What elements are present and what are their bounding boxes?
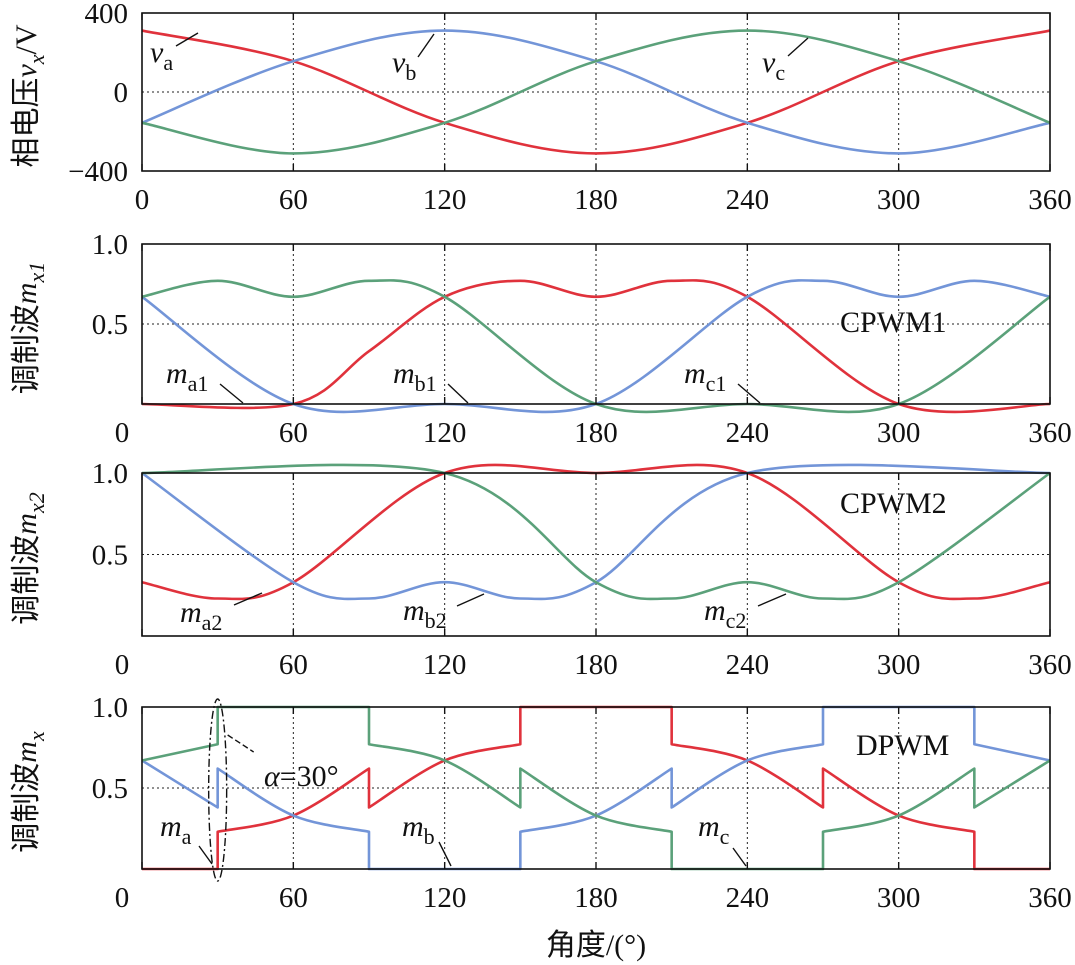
series-label-mb: mb bbox=[402, 810, 435, 849]
series-label-vb: vb bbox=[392, 46, 416, 85]
leader-line bbox=[198, 845, 213, 865]
y-tick-labels: 1.0 0.5 bbox=[92, 229, 128, 341]
x-tick-labels: 0 60 120 180 240 300 360 bbox=[115, 649, 1072, 681]
series-ma1 bbox=[141, 279, 1051, 414]
series-label-ma: ma bbox=[160, 810, 192, 849]
series-label-mb1: mb1 bbox=[393, 357, 437, 396]
grid bbox=[142, 244, 1050, 404]
x-tick-labels: 0 60 120 180 240 300 360 bbox=[115, 882, 1072, 914]
x-tick-label: 60 bbox=[279, 184, 308, 216]
panel-4: ma mb mc 0 60 120 180 240 300 360 1.0 0.5 DPWM α=30° bbox=[92, 692, 1072, 914]
series-label-mb2: mb2 bbox=[403, 594, 447, 633]
panel-label: CPWM1 bbox=[840, 306, 947, 339]
series-label-va: va bbox=[150, 36, 173, 75]
series-label-mc2: mc2 bbox=[704, 594, 746, 633]
x-tick-label: 300 bbox=[877, 649, 921, 681]
x-tick-label: 300 bbox=[877, 184, 921, 216]
leader-line bbox=[447, 383, 469, 404]
y-axis-label-1: 相电压vx/V bbox=[10, 24, 49, 167]
x-tick-label: 180 bbox=[574, 417, 618, 449]
x-tick-label: 0 bbox=[115, 417, 130, 449]
x-axis-label: 角度/(°) bbox=[546, 929, 646, 962]
leader-line bbox=[417, 33, 435, 58]
series-label-ma2: ma2 bbox=[180, 596, 222, 635]
leader-line bbox=[732, 847, 747, 867]
svg-text:调制波mx1: 调制波mx1 bbox=[10, 262, 49, 394]
leader-line bbox=[233, 592, 263, 606]
series-mb1 bbox=[141, 279, 1051, 414]
x-tick-label: 300 bbox=[877, 882, 921, 914]
x-tick-label: 120 bbox=[423, 649, 467, 681]
series-label-mc1: mc1 bbox=[684, 357, 726, 396]
y-tick-label: −400 bbox=[68, 156, 128, 188]
x-tick-label: 240 bbox=[726, 649, 770, 681]
x-tick-label: 120 bbox=[423, 417, 467, 449]
y-axis-label-3: 调制波mx2 bbox=[10, 492, 49, 624]
x-tick-label: 0 bbox=[115, 882, 130, 914]
x-tick-label: 180 bbox=[574, 882, 618, 914]
alpha-annotation: α=30° bbox=[264, 760, 339, 793]
x-tick-label: 360 bbox=[1028, 184, 1072, 216]
y-tick-label: 0.5 bbox=[92, 540, 128, 572]
y-tick-label: 0 bbox=[114, 77, 129, 109]
x-tick-label: 0 bbox=[135, 184, 150, 216]
x-tick-label: 120 bbox=[423, 882, 467, 914]
y-tick-labels: 400 0 −400 bbox=[68, 0, 128, 188]
leader-line bbox=[757, 593, 787, 607]
x-tick-label: 60 bbox=[279, 882, 308, 914]
y-tick-label: 1.0 bbox=[92, 458, 128, 490]
x-tick-label: 60 bbox=[279, 417, 308, 449]
x-tick-label: 180 bbox=[574, 649, 618, 681]
panel-2: ma1 mb1 mc1 0 60 120 180 240 300 360 1.0 0.5 CPWM1 bbox=[92, 229, 1072, 449]
y-tick-labels: 1.0 0.5 bbox=[92, 458, 128, 572]
y-axis-label-4: 调制波mx bbox=[10, 731, 49, 853]
x-tick-label: 60 bbox=[279, 649, 308, 681]
svg-text:调制波mx: 调制波mx bbox=[10, 731, 49, 853]
leader-line bbox=[438, 841, 452, 867]
alpha-ellipse bbox=[207, 698, 228, 882]
x-tick-label: 360 bbox=[1028, 417, 1072, 449]
y-tick-label: 0.5 bbox=[92, 773, 128, 805]
y-axis-label-2: 调制波mx1 bbox=[10, 262, 49, 394]
svg-text:相电压vx/V: 相电压vx/V bbox=[10, 24, 49, 167]
leader-line bbox=[219, 383, 244, 404]
series-mc2 bbox=[141, 463, 1051, 601]
leader-line bbox=[787, 37, 809, 57]
y-tick-label: 0.5 bbox=[92, 309, 128, 341]
x-tick-label: 120 bbox=[423, 184, 467, 216]
panel-3: ma2 mb2 mc2 0 60 120 180 240 300 360 1.0 0.5 CPWM2 bbox=[92, 458, 1072, 681]
leader-line bbox=[175, 32, 199, 47]
x-tick-label: 360 bbox=[1028, 882, 1072, 914]
alpha-leader bbox=[227, 734, 255, 753]
series-mb2 bbox=[141, 463, 1051, 601]
x-tick-labels: 0 60 120 180 240 300 360 bbox=[115, 417, 1072, 449]
series-label-ma1: ma1 bbox=[166, 357, 208, 396]
x-tick-label: 300 bbox=[877, 417, 921, 449]
x-tick-label: 0 bbox=[115, 649, 130, 681]
x-tick-label: 180 bbox=[574, 184, 618, 216]
leader-line bbox=[737, 383, 761, 404]
series-vc bbox=[141, 29, 1051, 155]
y-tick-label: 400 bbox=[85, 0, 129, 30]
x-tick-label: 240 bbox=[726, 417, 770, 449]
x-tick-labels: 0 60 120 180 240 300 360 bbox=[135, 184, 1072, 216]
y-tick-labels: 1.0 0.5 bbox=[92, 692, 128, 805]
series-mc1 bbox=[141, 279, 1051, 414]
svg-text:调制波mx2: 调制波mx2 bbox=[10, 492, 49, 624]
leader-line bbox=[456, 593, 485, 607]
y-tick-label: 1.0 bbox=[92, 229, 128, 261]
panel-label: DPWM bbox=[856, 729, 949, 762]
x-tick-label: 360 bbox=[1028, 649, 1072, 681]
series-label-vc: vc bbox=[762, 46, 785, 85]
grid bbox=[142, 473, 1050, 636]
panel-label: CPWM2 bbox=[840, 487, 947, 520]
series-label-mc: mc bbox=[698, 810, 730, 849]
grid bbox=[142, 707, 1050, 869]
x-tick-label: 240 bbox=[726, 882, 770, 914]
x-tick-label: 240 bbox=[726, 184, 770, 216]
grid bbox=[142, 13, 1050, 171]
y-tick-label: 1.0 bbox=[92, 692, 128, 724]
